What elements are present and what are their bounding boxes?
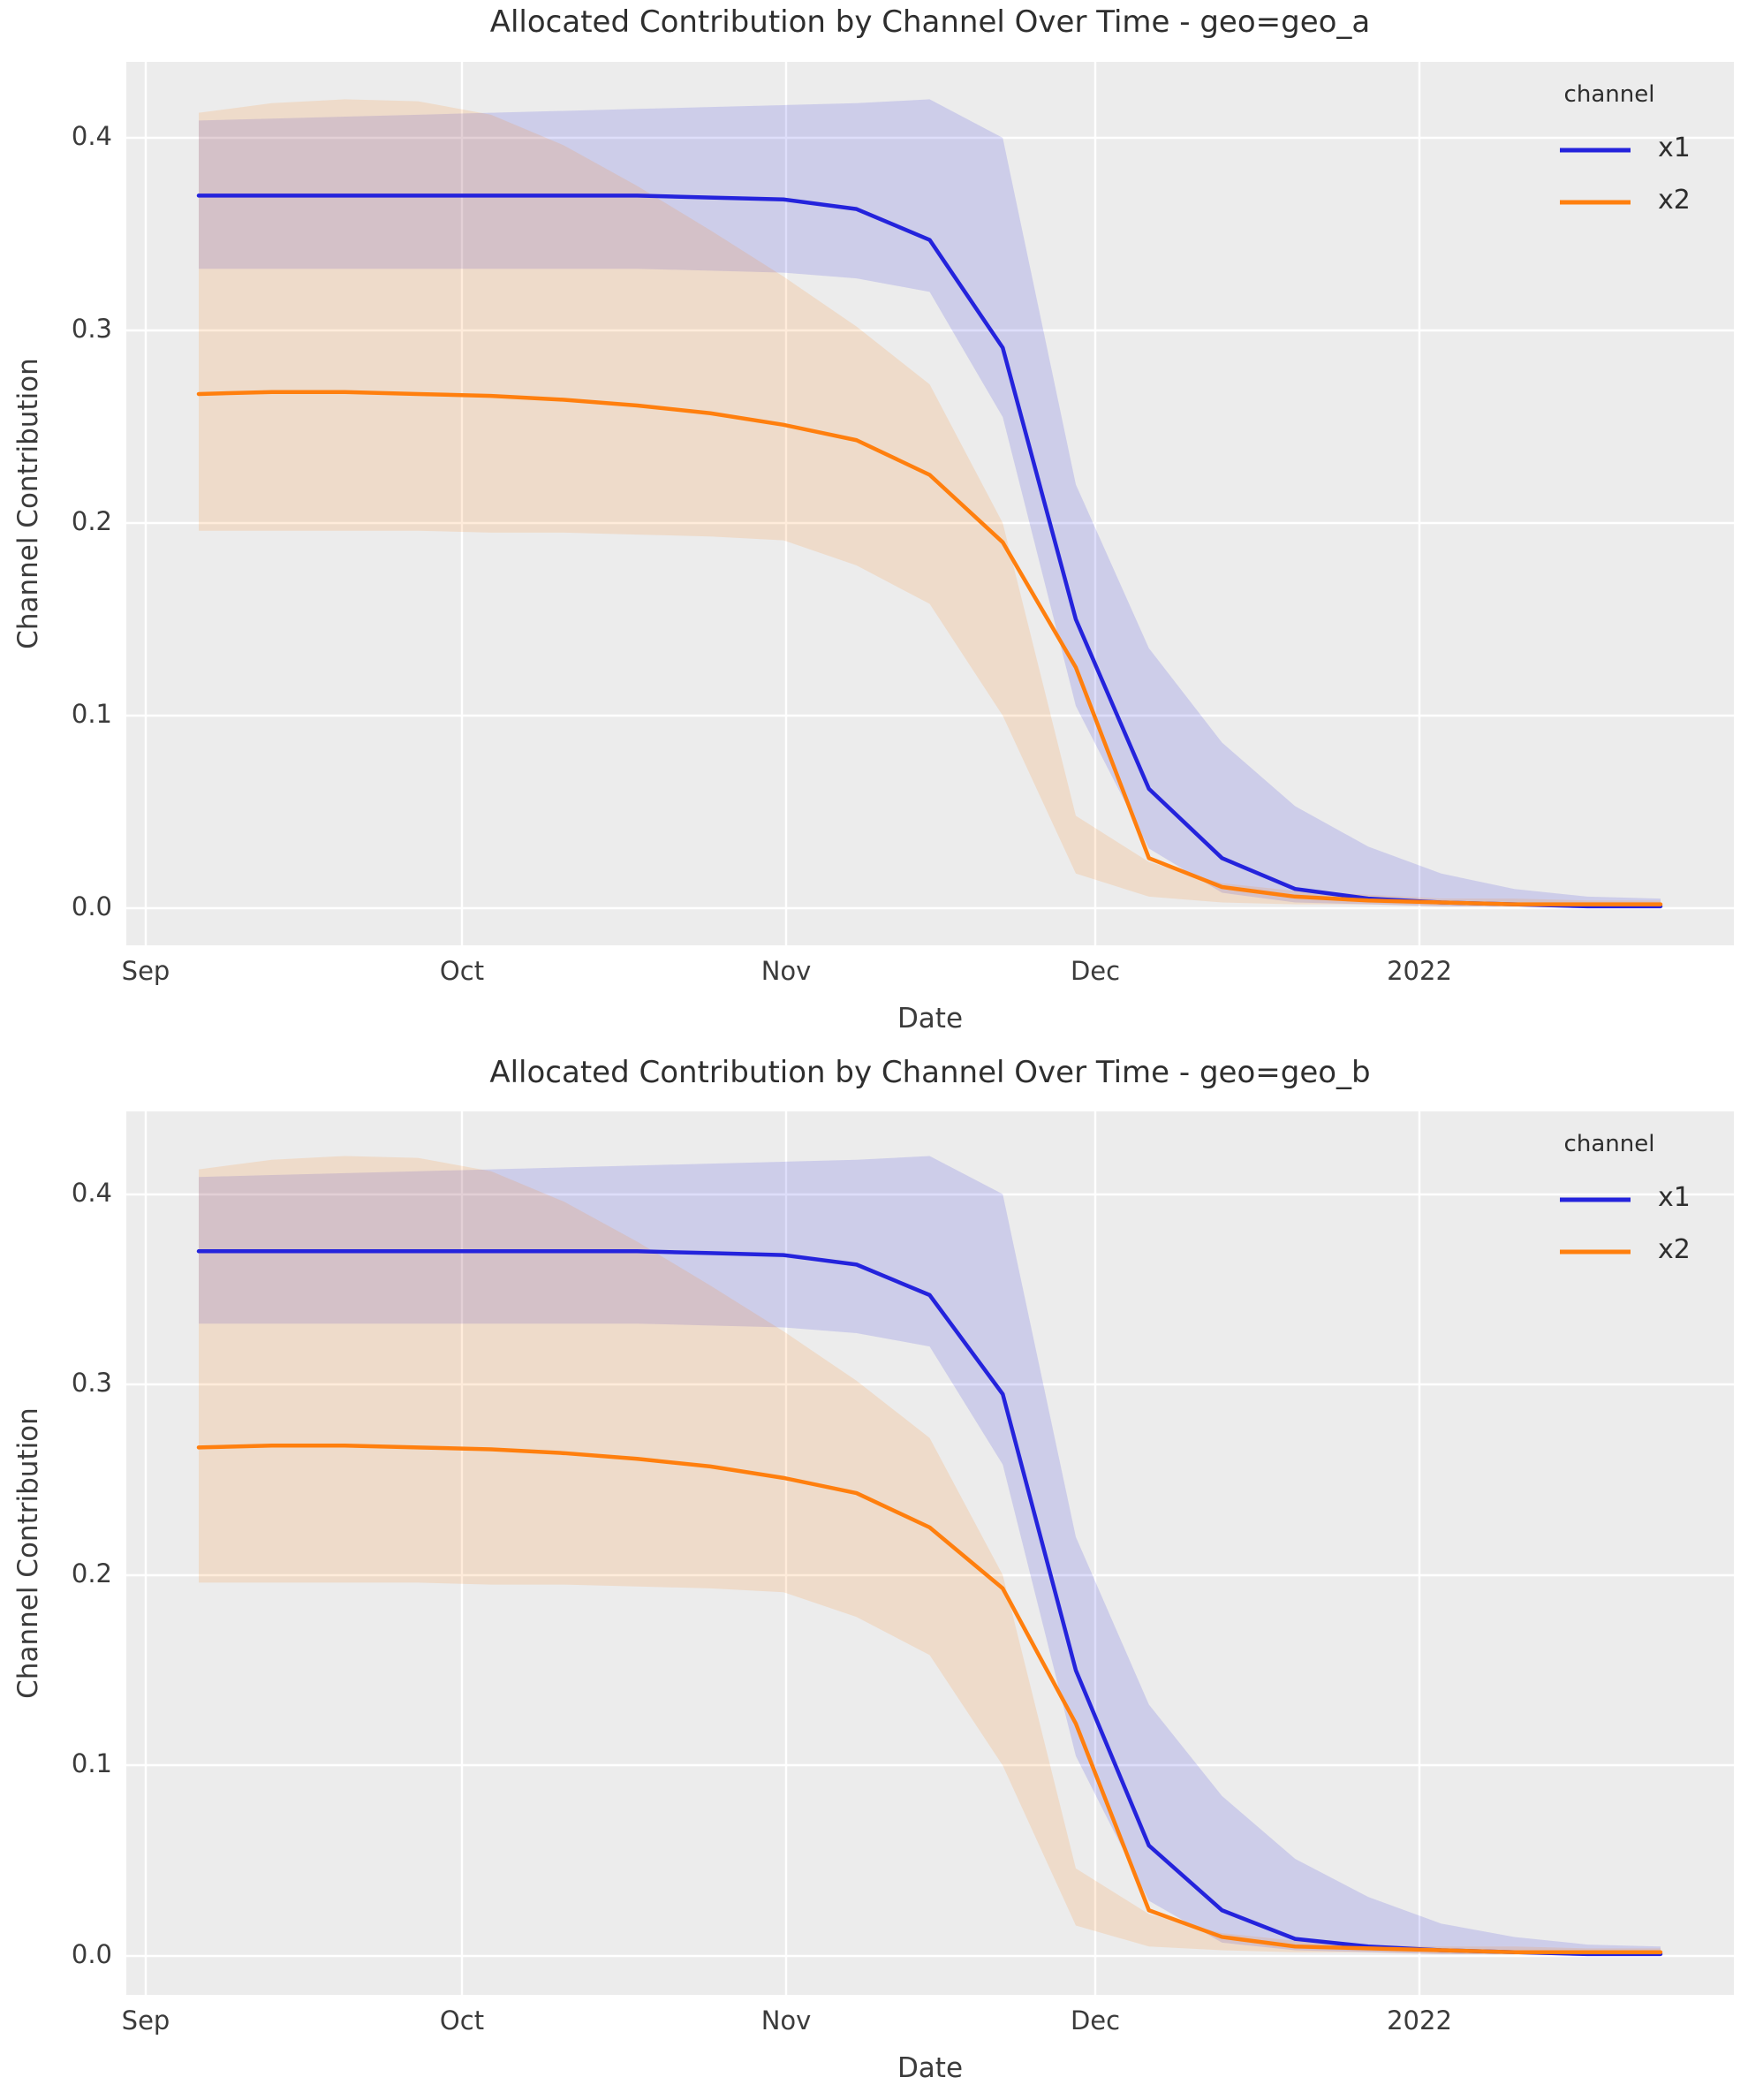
y-tick-label: 0.4 bbox=[71, 1178, 112, 1208]
y-tick-label: 0.1 bbox=[71, 1748, 112, 1778]
x2-line bbox=[196, 1443, 1663, 1954]
y-tick-label: 0.0 bbox=[71, 1939, 112, 1969]
plot-area bbox=[126, 62, 1734, 945]
x2-line bbox=[196, 390, 1663, 906]
y-tick-label: 0.2 bbox=[71, 1558, 112, 1588]
axes-background bbox=[126, 62, 1734, 945]
gridlines bbox=[126, 1111, 1734, 1995]
axes-background bbox=[126, 1111, 1734, 1995]
x-axis-label: Date bbox=[897, 2052, 964, 2084]
x-tick-label: 2022 bbox=[1387, 2005, 1452, 2036]
x-tick-label: Oct bbox=[439, 2005, 485, 2036]
plot-area bbox=[126, 1111, 1734, 1995]
legend-item-label: x2 bbox=[1658, 185, 1691, 216]
x1-hdi-band bbox=[199, 99, 1661, 908]
x-tick-label: Dec bbox=[1070, 2005, 1121, 2036]
x2-hdi-band bbox=[199, 1156, 1661, 1954]
y-tick-label: 0.3 bbox=[71, 1368, 112, 1398]
x1-line-swatch bbox=[1560, 148, 1631, 153]
y-tick-label: 0.2 bbox=[71, 506, 112, 536]
x-tick-label: Nov bbox=[760, 2005, 812, 2036]
y-tick-label: 0.4 bbox=[71, 121, 112, 151]
x2-line-swatch bbox=[1560, 1249, 1631, 1255]
x-tick-label: Sep bbox=[121, 2005, 170, 2036]
x-tick-label: Sep bbox=[121, 956, 170, 986]
legend-item-label: x2 bbox=[1658, 1234, 1691, 1265]
x-axis-label: Date bbox=[897, 1003, 964, 1035]
y-tick-label: 0.3 bbox=[71, 314, 112, 344]
y-tick-label: 0.1 bbox=[71, 699, 112, 729]
legend-item-label: x1 bbox=[1658, 1182, 1691, 1213]
legend-title: channel bbox=[1563, 81, 1655, 108]
x-tick-label: Oct bbox=[439, 956, 485, 986]
legend-item-label: x1 bbox=[1658, 133, 1691, 163]
x-tick-label: 2022 bbox=[1387, 956, 1452, 986]
x-tick-label: Dec bbox=[1070, 956, 1121, 986]
x2-line-swatch bbox=[1560, 200, 1631, 205]
chart-title: Allocated Contribution by Channel Over T… bbox=[489, 4, 1371, 40]
gridlines bbox=[126, 62, 1734, 945]
x2-hdi-band bbox=[199, 99, 1661, 906]
x-tick-label: Nov bbox=[760, 956, 812, 986]
chart-title: Allocated Contribution by Channel Over T… bbox=[489, 1055, 1371, 1090]
legend-title: channel bbox=[1563, 1131, 1655, 1157]
y-tick-label: 0.0 bbox=[71, 891, 112, 921]
x1-line-swatch bbox=[1560, 1197, 1631, 1202]
x1-hdi-band bbox=[199, 1156, 1661, 1956]
